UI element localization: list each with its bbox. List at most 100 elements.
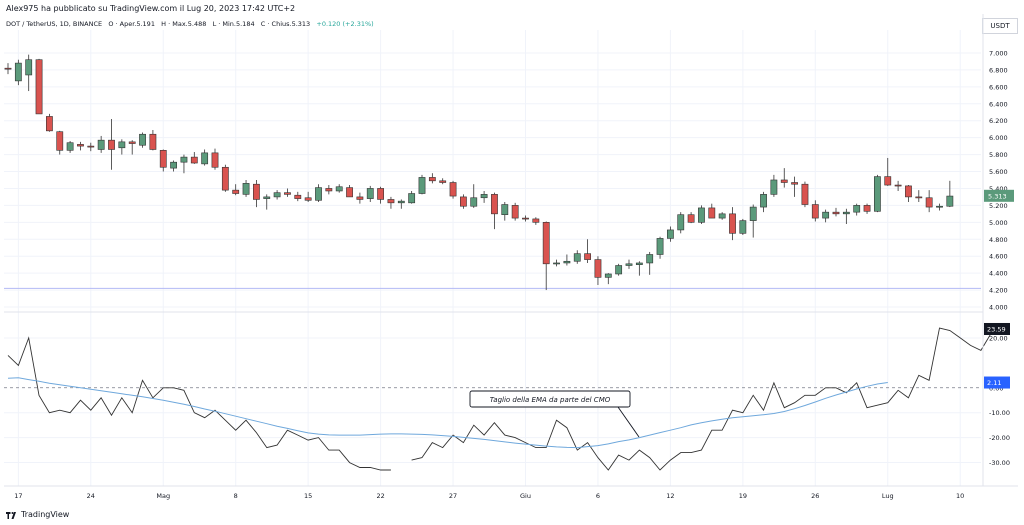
candle-body (56, 131, 64, 151)
candle-body (346, 187, 353, 198)
candle-body (698, 207, 705, 223)
price-tick-label: 4.800 (989, 236, 1008, 244)
candle-body (77, 144, 84, 147)
time-tick-label: 8 (234, 492, 238, 500)
symbol-legend: DOT / TetherUS, 1D, BINANCE O · Aper.5.1… (6, 20, 374, 28)
price-tick-label: 4.600 (989, 253, 1008, 261)
candle-body (315, 187, 322, 201)
last-price-box (984, 189, 1014, 202)
candle-body (128, 141, 136, 144)
candle-body (718, 213, 726, 219)
candle-body (594, 259, 602, 278)
annotation-box (469, 390, 631, 408)
cmo-tick-label: -20.00 (989, 434, 1010, 442)
candle-body (656, 238, 664, 255)
candle-body (532, 218, 540, 223)
tradingview-brand[interactable]: TradingView (6, 510, 69, 519)
legend-close: C · Chius.5.313 (260, 20, 311, 28)
candle-body (190, 156, 198, 164)
ema-value-box (984, 376, 1010, 389)
candle-body (801, 183, 809, 205)
candle-body (366, 188, 374, 199)
price-tick-label: 5.000 (989, 219, 1008, 227)
candle-body (573, 253, 581, 262)
price-tick-label: 6.800 (989, 66, 1008, 74)
time-tick-label: 19 (739, 492, 747, 500)
price-tick-label: 5.400 (989, 185, 1008, 193)
time-tick-label: 6 (596, 492, 600, 500)
candle-body (542, 222, 550, 265)
legend-open: O · Aper.5.191 (108, 20, 155, 28)
candle-body (563, 260, 571, 264)
candle-body (253, 183, 260, 200)
candle-body (863, 205, 871, 212)
candle-body (356, 196, 364, 200)
candle-body (480, 194, 488, 199)
cmo-value-label: 23.59 (987, 325, 1006, 333)
cmo-line (411, 327, 1002, 471)
candle-body (377, 188, 384, 200)
candle-body (946, 195, 954, 207)
candle-body (273, 192, 281, 198)
price-tick-label: 7.000 (989, 49, 1008, 57)
cmo-chart (4, 327, 1002, 471)
candle-body (677, 214, 685, 231)
price-tick-label: 5.600 (989, 168, 1008, 176)
candle-body (749, 206, 757, 221)
candle-body (853, 205, 861, 213)
candle-body (45, 116, 53, 132)
candle-body (294, 194, 302, 199)
candle-body (232, 189, 240, 194)
candle-body (221, 166, 229, 191)
candle-body (811, 204, 819, 219)
tradingview-logo-icon (6, 511, 16, 519)
publisher-header: Alex975 ha pubblicato su TradingView.com… (6, 4, 296, 13)
candle-body (211, 152, 219, 168)
time-tick-label: 26 (811, 492, 819, 500)
annotation-layer: Taglio della EMA da parte del CMO (469, 390, 640, 438)
candle-body (180, 156, 188, 163)
candle-body (925, 197, 933, 208)
candle-body (915, 196, 923, 199)
legend-high: H · Max.5.488 (161, 20, 207, 28)
price-tick-label: 6.400 (989, 100, 1008, 108)
candle-body (604, 273, 612, 278)
candle-body (615, 265, 623, 275)
price-tick-label: 6.200 (989, 117, 1008, 125)
candle-body (108, 139, 115, 150)
candle-body (687, 214, 695, 223)
candle-body (501, 204, 509, 215)
candle-body (459, 196, 467, 207)
cmo-line (7, 336, 391, 471)
time-tick-label: 27 (449, 492, 457, 500)
candle-body (873, 176, 881, 212)
candle-body (739, 220, 747, 234)
legend-low: L · Min.5.184 (212, 20, 255, 28)
brand-label: TradingView (21, 510, 70, 519)
candle-body (149, 133, 157, 150)
candle-body (284, 192, 291, 195)
cmo-tick-label: -30.00 (989, 459, 1010, 467)
candle-body (625, 263, 633, 266)
candle-body (418, 177, 426, 194)
time-tick-label: 15 (304, 492, 312, 500)
cmo-value-box (984, 322, 1010, 335)
candle-body (408, 193, 416, 204)
grid-layer (4, 30, 981, 486)
ema-value-label: 2.11 (987, 379, 1001, 387)
candle-body (832, 211, 840, 215)
candle-body (139, 133, 146, 146)
candle-body (511, 205, 519, 219)
legend-symbol[interactable]: DOT / TetherUS, 1D, BINANCE (6, 20, 103, 28)
candle-body (646, 254, 654, 264)
legend-change: +0.120 (+2.31%) (316, 20, 374, 28)
candle-body (449, 182, 457, 197)
candle-body (729, 213, 736, 234)
price-tick-label: 6.600 (989, 83, 1008, 91)
candle-body (335, 186, 343, 192)
price-chart (4, 54, 981, 291)
candle-body (842, 211, 850, 215)
candle-body (304, 197, 312, 201)
